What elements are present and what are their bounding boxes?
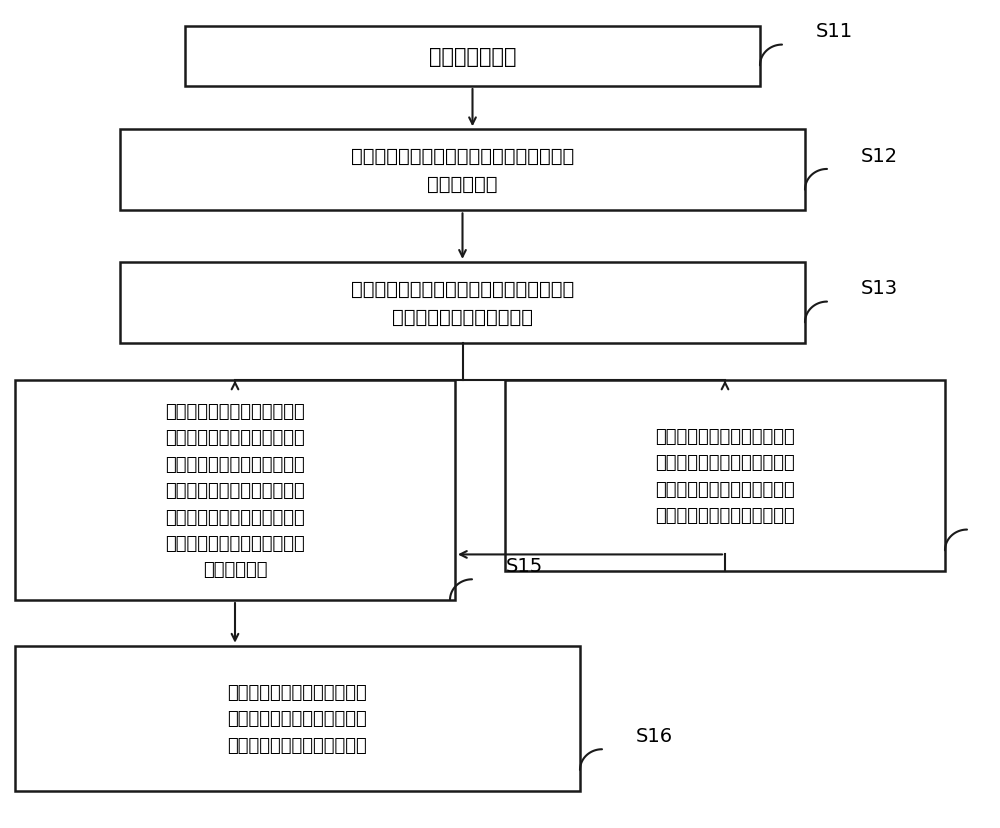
Text: 根据所标出的缺陷位置，获取所述待检测晶
圆上的所有的缺陷位置数据: 根据所标出的缺陷位置，获取所述待检测晶 圆上的所有的缺陷位置数据 xyxy=(351,280,574,326)
Text: 根据所述缺陷位置数据，使查
看装置在待检测晶圆上找到缺
陷所在位置，并通过所述检测
装置查看所述缺陷的实际情况: 根据所述缺陷位置数据，使查 看装置在待检测晶圆上找到缺 陷所在位置，并通过所述检… xyxy=(655,427,795,525)
Text: S11: S11 xyxy=(816,22,853,41)
Text: S16: S16 xyxy=(636,726,673,745)
Bar xyxy=(15,381,455,600)
Bar xyxy=(120,262,805,344)
Text: 根据所述缺陷参数，采用复查
装置对待测晶圆上的缺陷进行
复查，以确定缺陷的实际情况: 根据所述缺陷参数，采用复查 装置对待测晶圆上的缺陷进行 复查，以确定缺陷的实际情… xyxy=(228,683,367,753)
Text: 将所述缺陷位置数据输入检测
装置，根据所述缺陷位置数据
在所述检测装置中划定关心区
域，使所述检测装置对关心区
域进行扫描检测，若检测装置
扫描到关心区域内的缺: 将所述缺陷位置数据输入检测 装置，根据所述缺陷位置数据 在所述检测装置中划定关心… xyxy=(165,402,305,579)
Text: S13: S13 xyxy=(861,279,898,298)
Text: 提供待检测晶圆: 提供待检测晶圆 xyxy=(429,47,516,67)
Bar xyxy=(120,130,805,211)
Text: 对所述检测晶圆进行检测，标出待检测晶圆
上的缺陷位置: 对所述检测晶圆进行检测，标出待检测晶圆 上的缺陷位置 xyxy=(351,147,574,194)
Text: S12: S12 xyxy=(861,147,898,166)
Bar xyxy=(185,27,760,87)
Bar xyxy=(505,381,945,571)
Text: S15: S15 xyxy=(506,556,543,575)
Bar xyxy=(15,646,580,791)
